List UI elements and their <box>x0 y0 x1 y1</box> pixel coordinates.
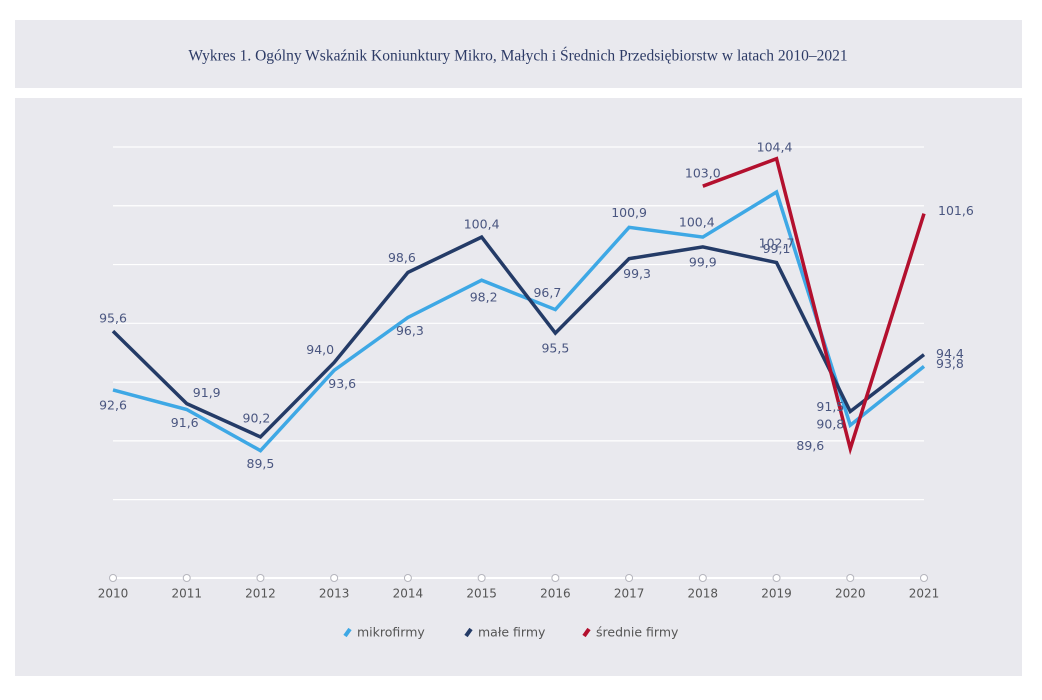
data-label: 104,4 <box>757 139 793 154</box>
x-tick <box>551 574 560 582</box>
legend-swatch <box>343 627 352 638</box>
x-tick-label: 2014 <box>393 587 424 601</box>
x-tick <box>182 574 191 582</box>
data-label: 94,4 <box>936 346 964 361</box>
data-label: 93,6 <box>328 376 356 391</box>
data-label: 102,7 <box>759 236 795 251</box>
x-tick-label: 2021 <box>909 587 940 601</box>
x-tick <box>846 574 855 582</box>
data-label: 99,1 <box>763 241 791 256</box>
x-tick <box>698 574 707 582</box>
data-label: 99,3 <box>623 266 651 281</box>
x-tick-label: 2017 <box>614 587 645 601</box>
data-label: 96,3 <box>396 323 424 338</box>
series-line <box>702 156 926 456</box>
x-tick <box>625 574 634 582</box>
data-label: 94,0 <box>306 342 334 357</box>
chart-title: Wykres 1. Ogólny Wskaźnik Koniunktury Mi… <box>188 48 847 65</box>
data-label: 101,6 <box>938 203 974 218</box>
data-label: 92,6 <box>99 397 127 412</box>
x-tick <box>403 574 412 582</box>
x-tick-label: 2020 <box>835 587 866 601</box>
legend-label: małe firmy <box>478 625 546 640</box>
x-tick-label: 2019 <box>761 587 792 601</box>
data-label: 99,9 <box>689 254 717 269</box>
data-label: 100,9 <box>611 205 647 220</box>
legend-label: mikrofirmy <box>357 625 425 640</box>
legend-swatch <box>582 627 591 638</box>
data-label: 93,8 <box>936 356 964 371</box>
data-label: 91,5 <box>816 399 844 414</box>
x-tick <box>477 574 486 582</box>
x-tick-label: 2015 <box>466 587 497 601</box>
x-tick-label: 2013 <box>319 587 350 601</box>
data-label: 89,6 <box>796 438 824 453</box>
data-label: 91,6 <box>171 415 199 430</box>
data-label: 95,5 <box>541 341 569 356</box>
x-tick-label: 2012 <box>245 587 276 601</box>
x-tick <box>920 574 928 582</box>
x-tick-label: 2011 <box>171 587 202 601</box>
plot-panel <box>15 98 1022 676</box>
data-label: 98,2 <box>470 290 498 305</box>
x-tick-label: 2010 <box>98 587 129 601</box>
title-panel <box>15 20 1022 88</box>
x-tick-label: 2018 <box>688 587 719 601</box>
x-tick <box>109 574 117 582</box>
x-tick <box>772 574 781 582</box>
x-tick <box>256 574 265 582</box>
data-label: 98,6 <box>388 250 416 265</box>
data-label: 91,9 <box>193 385 221 400</box>
series-line <box>112 189 926 453</box>
data-label: 89,5 <box>247 456 275 471</box>
data-label: 100,4 <box>679 215 715 230</box>
legend-swatch <box>464 627 473 638</box>
x-tick-label: 2016 <box>540 587 571 601</box>
x-tick <box>330 574 339 582</box>
data-label: 100,4 <box>464 217 500 232</box>
data-label: 90,8 <box>816 417 844 432</box>
series-line <box>111 234 926 440</box>
legend-label: średnie firmy <box>596 625 679 640</box>
data-label: 95,6 <box>99 311 127 326</box>
data-label: 90,2 <box>243 410 271 425</box>
data-label: 96,7 <box>533 285 561 300</box>
data-label: 103,0 <box>685 166 721 181</box>
